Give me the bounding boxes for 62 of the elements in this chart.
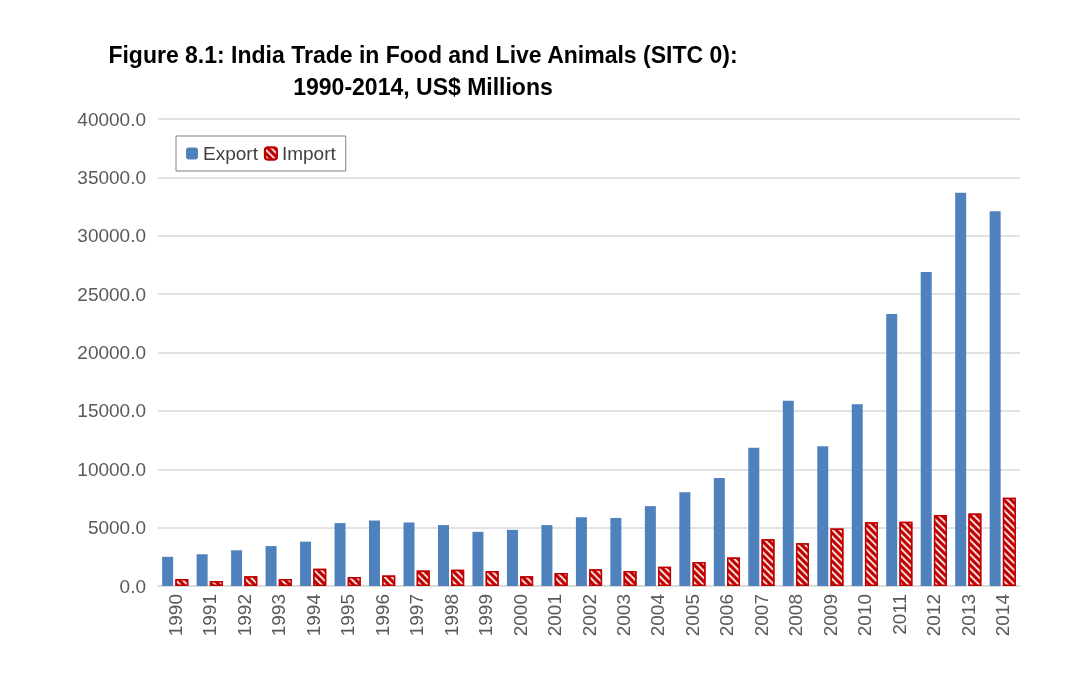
bar [403,522,415,586]
bar [506,529,518,586]
x-tick-label: 2012 [923,594,945,637]
bar [162,556,174,586]
y-tick-label: 30000.0 [77,225,146,247]
bar [644,506,656,586]
x-tick-label: 2007 [750,594,772,637]
bar [575,517,587,586]
x-tick-label: 2006 [716,594,738,637]
x-tick-label: 1998 [440,594,462,637]
bar [713,478,725,586]
bar [955,192,967,586]
y-tick-label: 15000.0 [77,400,146,422]
bar [748,447,760,586]
legend-label: Export [203,143,259,164]
x-tick-label: 2004 [647,593,669,637]
bar [541,525,553,586]
bar [265,546,277,586]
bar [817,446,829,586]
bar [920,271,932,586]
x-tick-label: 1990 [164,594,186,637]
bar [472,531,484,586]
x-tick-label: 1993 [268,594,290,637]
bar [989,211,1001,586]
bar [851,404,863,586]
y-tick-label: 20000.0 [77,342,146,363]
bar [300,541,312,586]
x-tick-label: 2011 [888,594,910,635]
x-tick-label: 1996 [371,594,393,637]
bar [231,550,243,586]
x-tick-label: 1991 [199,594,221,637]
y-tick-label: 25000.0 [77,283,146,305]
x-tick-label: 1995 [337,594,359,637]
bar [334,523,346,586]
chart-title: Figure 8.1: India Trade in Food and Live Animals (SITC 0): 1990-2014, US$ Millions [108,42,738,100]
bar [437,525,449,586]
y-tick-label: 40000.0 [77,108,146,130]
x-tick-label: 2010 [854,594,876,637]
bar [369,520,381,586]
x-tick-label: 2014 [992,593,1014,637]
x-tick-label: 1994 [302,593,324,637]
x-tick-label: 2008 [785,594,807,637]
x-tick-label: 2003 [612,594,634,637]
y-tick-label: 5000.0 [87,517,146,539]
x-tick-label: 2005 [681,594,703,637]
x-tick-label: 1997 [406,594,428,637]
x-tick-label: 2001 [544,594,566,637]
x-tick-label: 1992 [233,594,255,637]
y-tick-label: 10000.0 [77,458,146,480]
x-tick-label: 2002 [578,594,600,637]
y-tick-label: 0.0 [119,575,146,597]
bar [886,314,898,586]
x-tick-label: 2013 [957,594,979,637]
bar [196,554,208,586]
bar [782,400,794,586]
bar [679,492,691,586]
x-tick-label: 2000 [509,594,531,637]
bar [610,517,622,586]
legend-label: Import [281,143,337,164]
x-tick-label: 2009 [819,594,841,637]
y-tick-label: 35000.0 [77,166,146,188]
x-tick-label: 1999 [475,594,497,637]
